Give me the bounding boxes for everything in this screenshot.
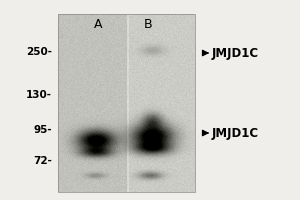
Text: 95-: 95-: [33, 125, 52, 135]
Text: 250-: 250-: [26, 47, 52, 57]
Text: A: A: [94, 18, 102, 31]
Text: JMJD1C: JMJD1C: [202, 127, 259, 140]
Text: 72-: 72-: [33, 156, 52, 166]
Text: JMJD1C: JMJD1C: [202, 46, 259, 60]
Text: 130-: 130-: [26, 90, 52, 100]
Bar: [58, 14, 195, 192]
Text: B: B: [144, 18, 152, 31]
